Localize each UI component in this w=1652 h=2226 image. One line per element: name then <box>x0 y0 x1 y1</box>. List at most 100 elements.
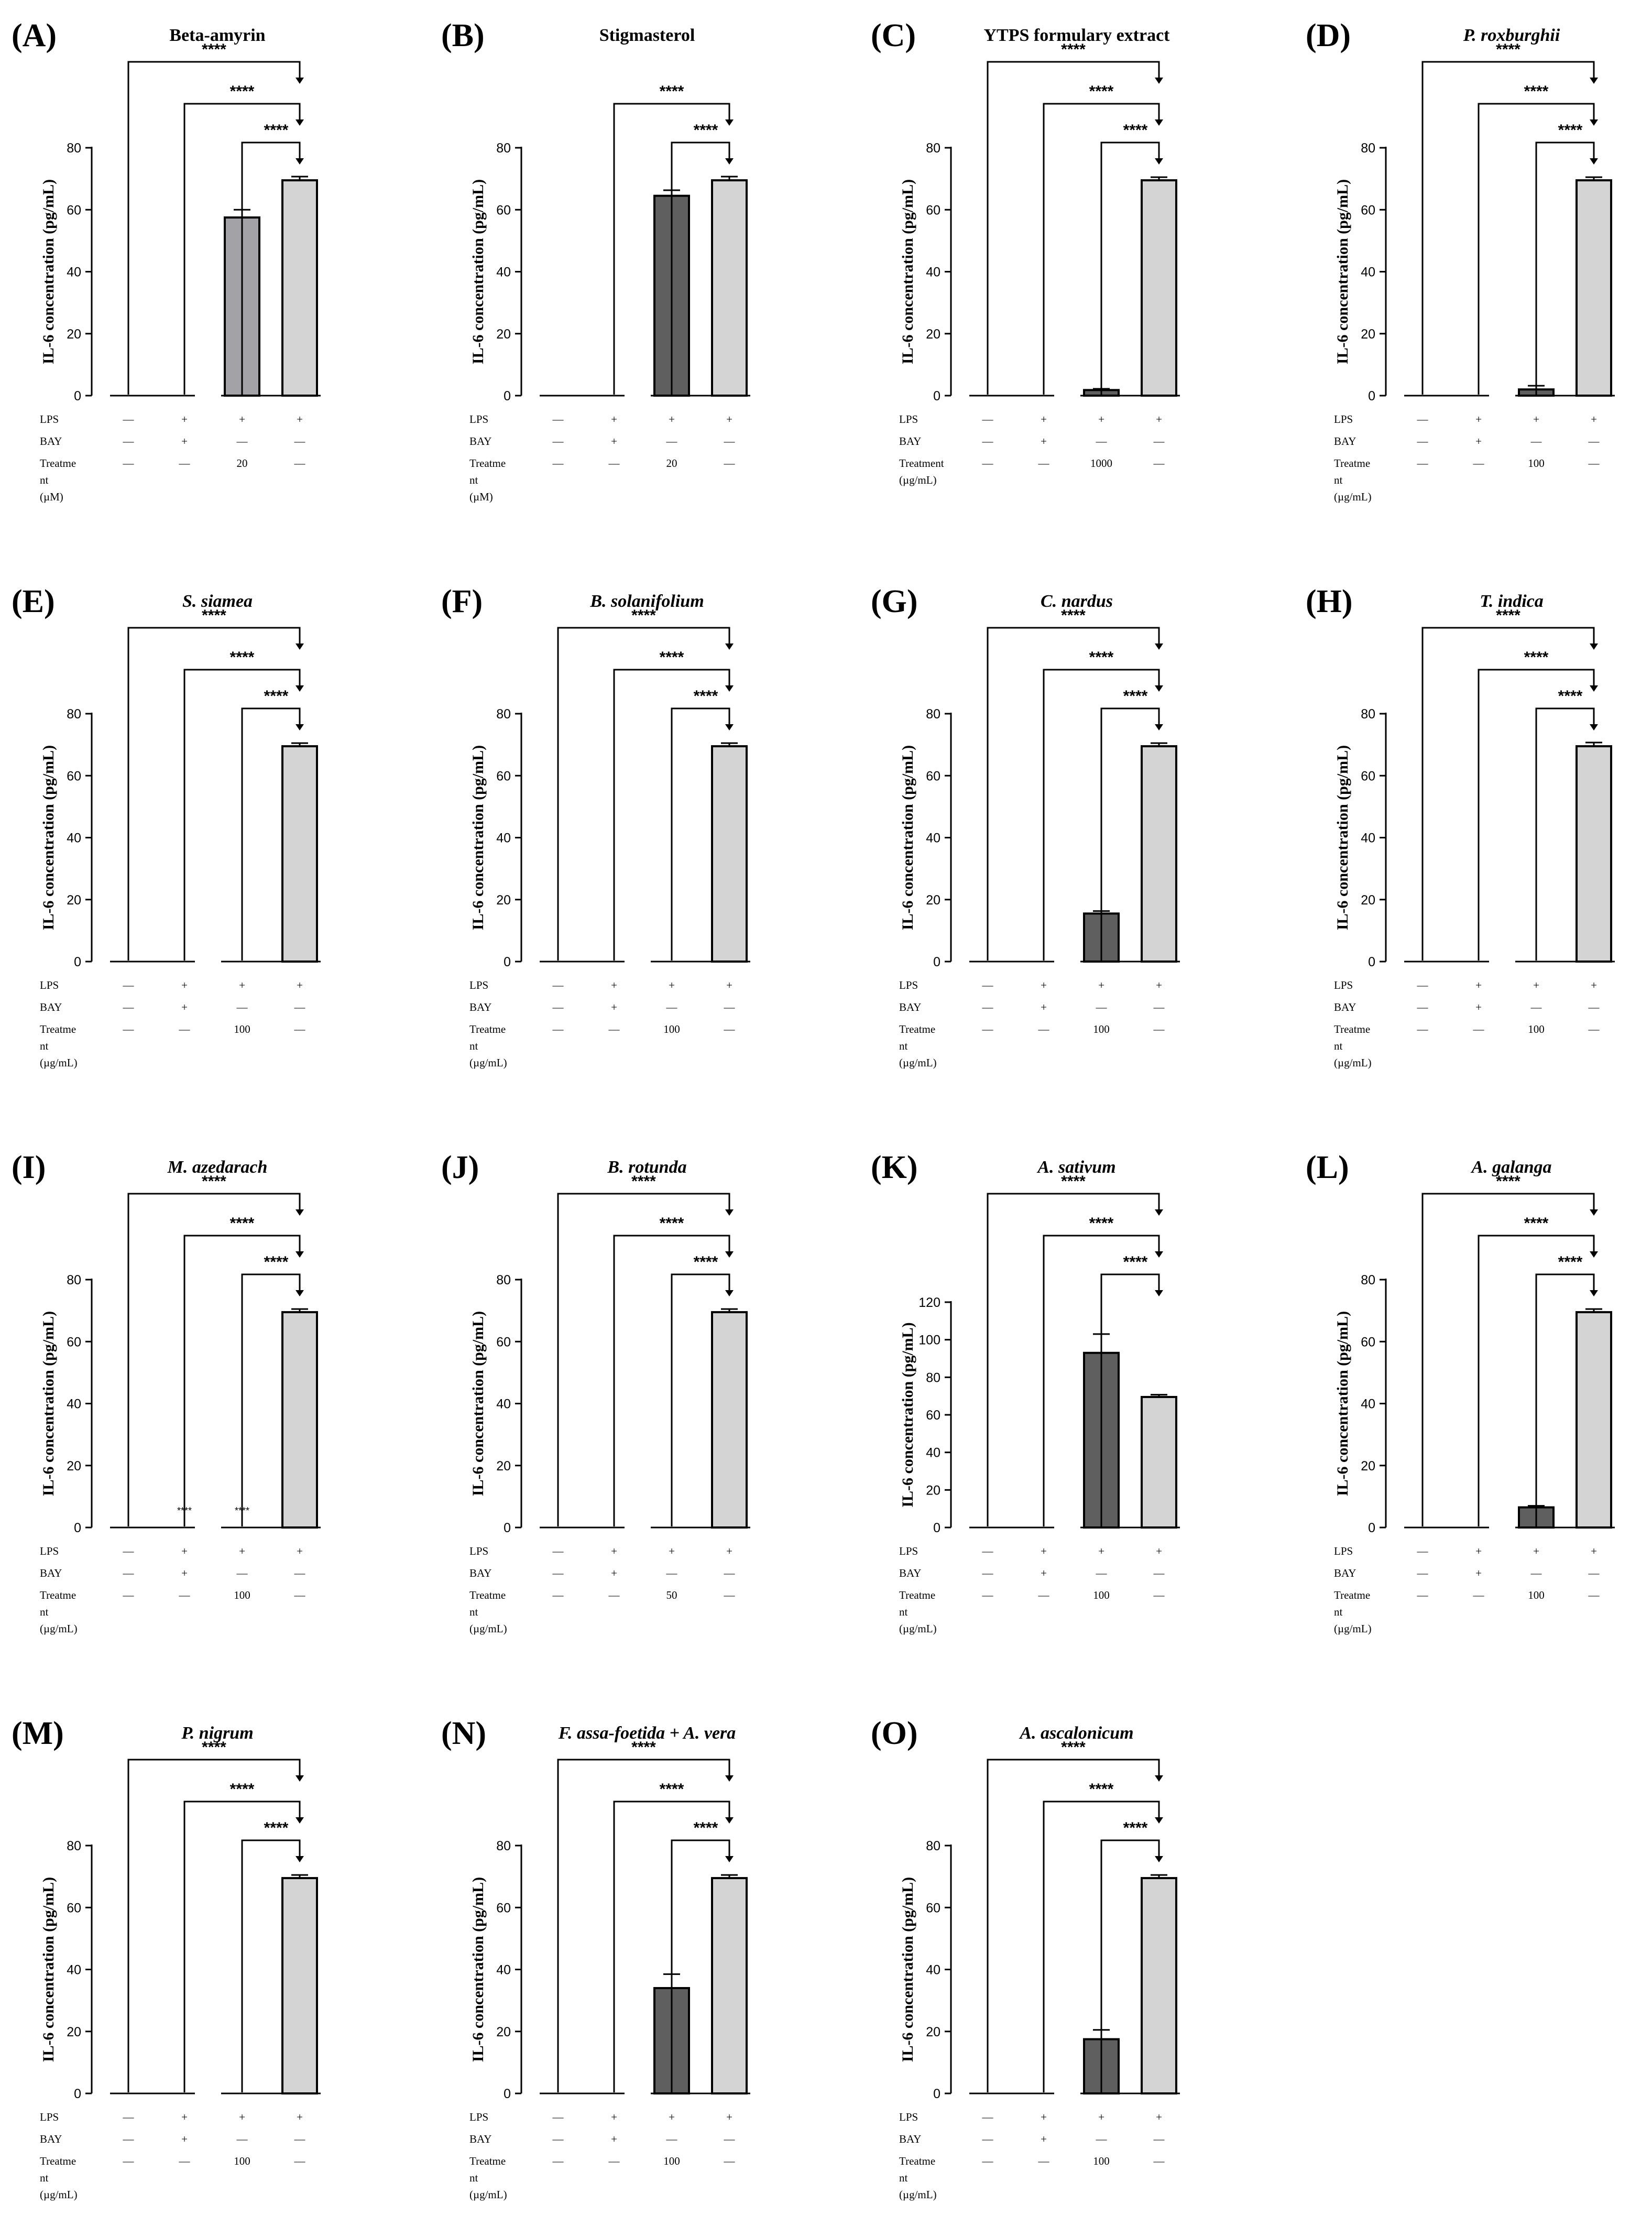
treatment-label-line: Treatme <box>469 457 506 470</box>
treatment-label-line: nt <box>40 1040 49 1052</box>
treatment-label-line: Treatme <box>1334 1023 1370 1035</box>
chart-title: Stigmasterol <box>599 26 695 45</box>
condition-row-label: BAY <box>1334 435 1356 448</box>
condition-cell: + <box>1156 2111 1162 2123</box>
treatment-cell: — <box>1153 1023 1165 1035</box>
significance-bracket <box>1100 1839 1160 2092</box>
y-tick-label: 40 <box>67 831 81 846</box>
treatment-label-line: Treatme <box>469 1589 506 1601</box>
treatment-cell: — <box>552 2155 564 2167</box>
bracket-arrow <box>1590 1209 1598 1216</box>
condition-row-label: BAY <box>469 435 491 448</box>
significance-stars: **** <box>631 607 656 624</box>
treatment-cell: — <box>1038 2155 1050 2167</box>
treatment-cell: — <box>608 457 620 470</box>
condition-cell: + <box>726 979 732 991</box>
condition-cell: + <box>611 413 617 425</box>
significance-bracket <box>1100 1273 1160 1526</box>
condition-cell: — <box>982 1545 994 1557</box>
bar-lps <box>281 1877 318 2094</box>
panel-label: (I) <box>12 1150 46 1185</box>
treatment-label-line: Treatme <box>1334 1589 1370 1601</box>
significance-stars: **** <box>202 41 226 58</box>
condition-cell: + <box>1475 413 1482 425</box>
bracket-arrow <box>1155 643 1163 650</box>
significance-stars: **** <box>631 1739 656 1756</box>
significance-stars: **** <box>230 649 255 666</box>
bracket-arrow <box>725 158 734 165</box>
bar-lps <box>1141 179 1177 397</box>
bracket-arrow <box>1590 685 1598 692</box>
bar-lps <box>1576 179 1612 397</box>
significance-bracket <box>183 103 301 395</box>
bracket-arrow <box>1155 158 1163 165</box>
condition-cell: + <box>669 1545 675 1557</box>
significance-bracket <box>557 1193 730 1526</box>
condition-cell: + <box>1156 1545 1162 1557</box>
condition-cell: + <box>297 2111 303 2123</box>
bar-lps <box>711 1311 748 1529</box>
y-tick-label: 0 <box>933 955 940 969</box>
condition-cell: + <box>1591 1545 1597 1557</box>
condition-cell: + <box>1156 979 1162 991</box>
condition-cell: — <box>236 1567 248 1579</box>
condition-cell: — <box>1153 1001 1165 1013</box>
treatment-cell: — <box>724 1023 736 1035</box>
treatment-cell: — <box>608 1589 620 1601</box>
y-tick-label: 40 <box>496 1963 511 1978</box>
significance-bracket <box>1535 141 1595 395</box>
significance-bracket <box>183 669 301 961</box>
y-tick-label: 80 <box>67 1273 81 1287</box>
condition-cell: + <box>181 2133 188 2145</box>
treatment-label-line: nt <box>899 1040 908 1052</box>
condition-row-label: LPS <box>469 1545 488 1557</box>
y-tick-label: 80 <box>67 707 81 722</box>
condition-cell: — <box>1153 435 1165 448</box>
condition-cell: + <box>297 413 303 425</box>
y-tick-label: 20 <box>926 1483 940 1498</box>
treatment-label-line: Treatme <box>899 2155 935 2167</box>
bracket-arrow <box>296 78 304 84</box>
bracket-arrow <box>725 1775 734 1782</box>
condition-cell: — <box>552 979 564 991</box>
bracket-arrow <box>296 119 304 126</box>
condition-cell: + <box>1156 413 1162 425</box>
panel-j: (J) B. rotunda IL-6 concentration (pg/mL) 0… <box>430 1132 828 1656</box>
condition-cell: — <box>982 2111 994 2123</box>
condition-cell: + <box>181 1545 188 1557</box>
significance-stars: **** <box>1089 649 1114 666</box>
y-axis-label: IL-6 concentration (pg/mL) <box>1334 1311 1351 1496</box>
y-tick-label: 20 <box>1361 1459 1375 1474</box>
significance-stars: **** <box>1558 122 1583 139</box>
bar-lps <box>1576 745 1612 963</box>
treatment-label-line: Treatme <box>40 1589 76 1601</box>
y-tick-label: 0 <box>1368 955 1375 969</box>
bracket-arrow <box>1590 1290 1598 1296</box>
bracket-arrow <box>725 1856 734 1862</box>
y-axis-label: IL-6 concentration (pg/mL) <box>899 745 916 930</box>
treatment-cell: — <box>123 2155 135 2167</box>
significance-bracket <box>1535 1273 1595 1526</box>
treatment-cell: 100 <box>1093 1589 1110 1601</box>
condition-cell: + <box>1475 1001 1482 1013</box>
y-tick-label: 0 <box>933 389 940 403</box>
condition-cell: — <box>724 1567 736 1579</box>
condition-cell: + <box>1475 1567 1482 1579</box>
significance-bracket <box>127 1193 301 1526</box>
chart-title: A. galanga <box>1470 1158 1551 1177</box>
y-tick-label: 20 <box>67 893 81 908</box>
treatment-cell: — <box>1473 1589 1485 1601</box>
treatment-label-line: nt <box>40 1606 49 1618</box>
y-tick-label: 40 <box>1361 1397 1375 1412</box>
condition-cell: + <box>1591 413 1597 425</box>
panel-h: (H) T. indica IL-6 concentration (pg/mL) 0 2… <box>1294 566 1652 1090</box>
treatment-label-line: Treatme <box>469 1023 506 1035</box>
bracket-arrow <box>1155 685 1163 692</box>
condition-row-label: LPS <box>40 413 59 425</box>
condition-cell: — <box>666 2133 678 2145</box>
significance-bracket <box>557 627 730 961</box>
treatment-label-line: Treatme <box>40 2155 76 2167</box>
y-tick-label: 80 <box>1361 141 1375 156</box>
condition-cell: + <box>1041 435 1047 448</box>
y-tick-label: 80 <box>496 1273 511 1287</box>
